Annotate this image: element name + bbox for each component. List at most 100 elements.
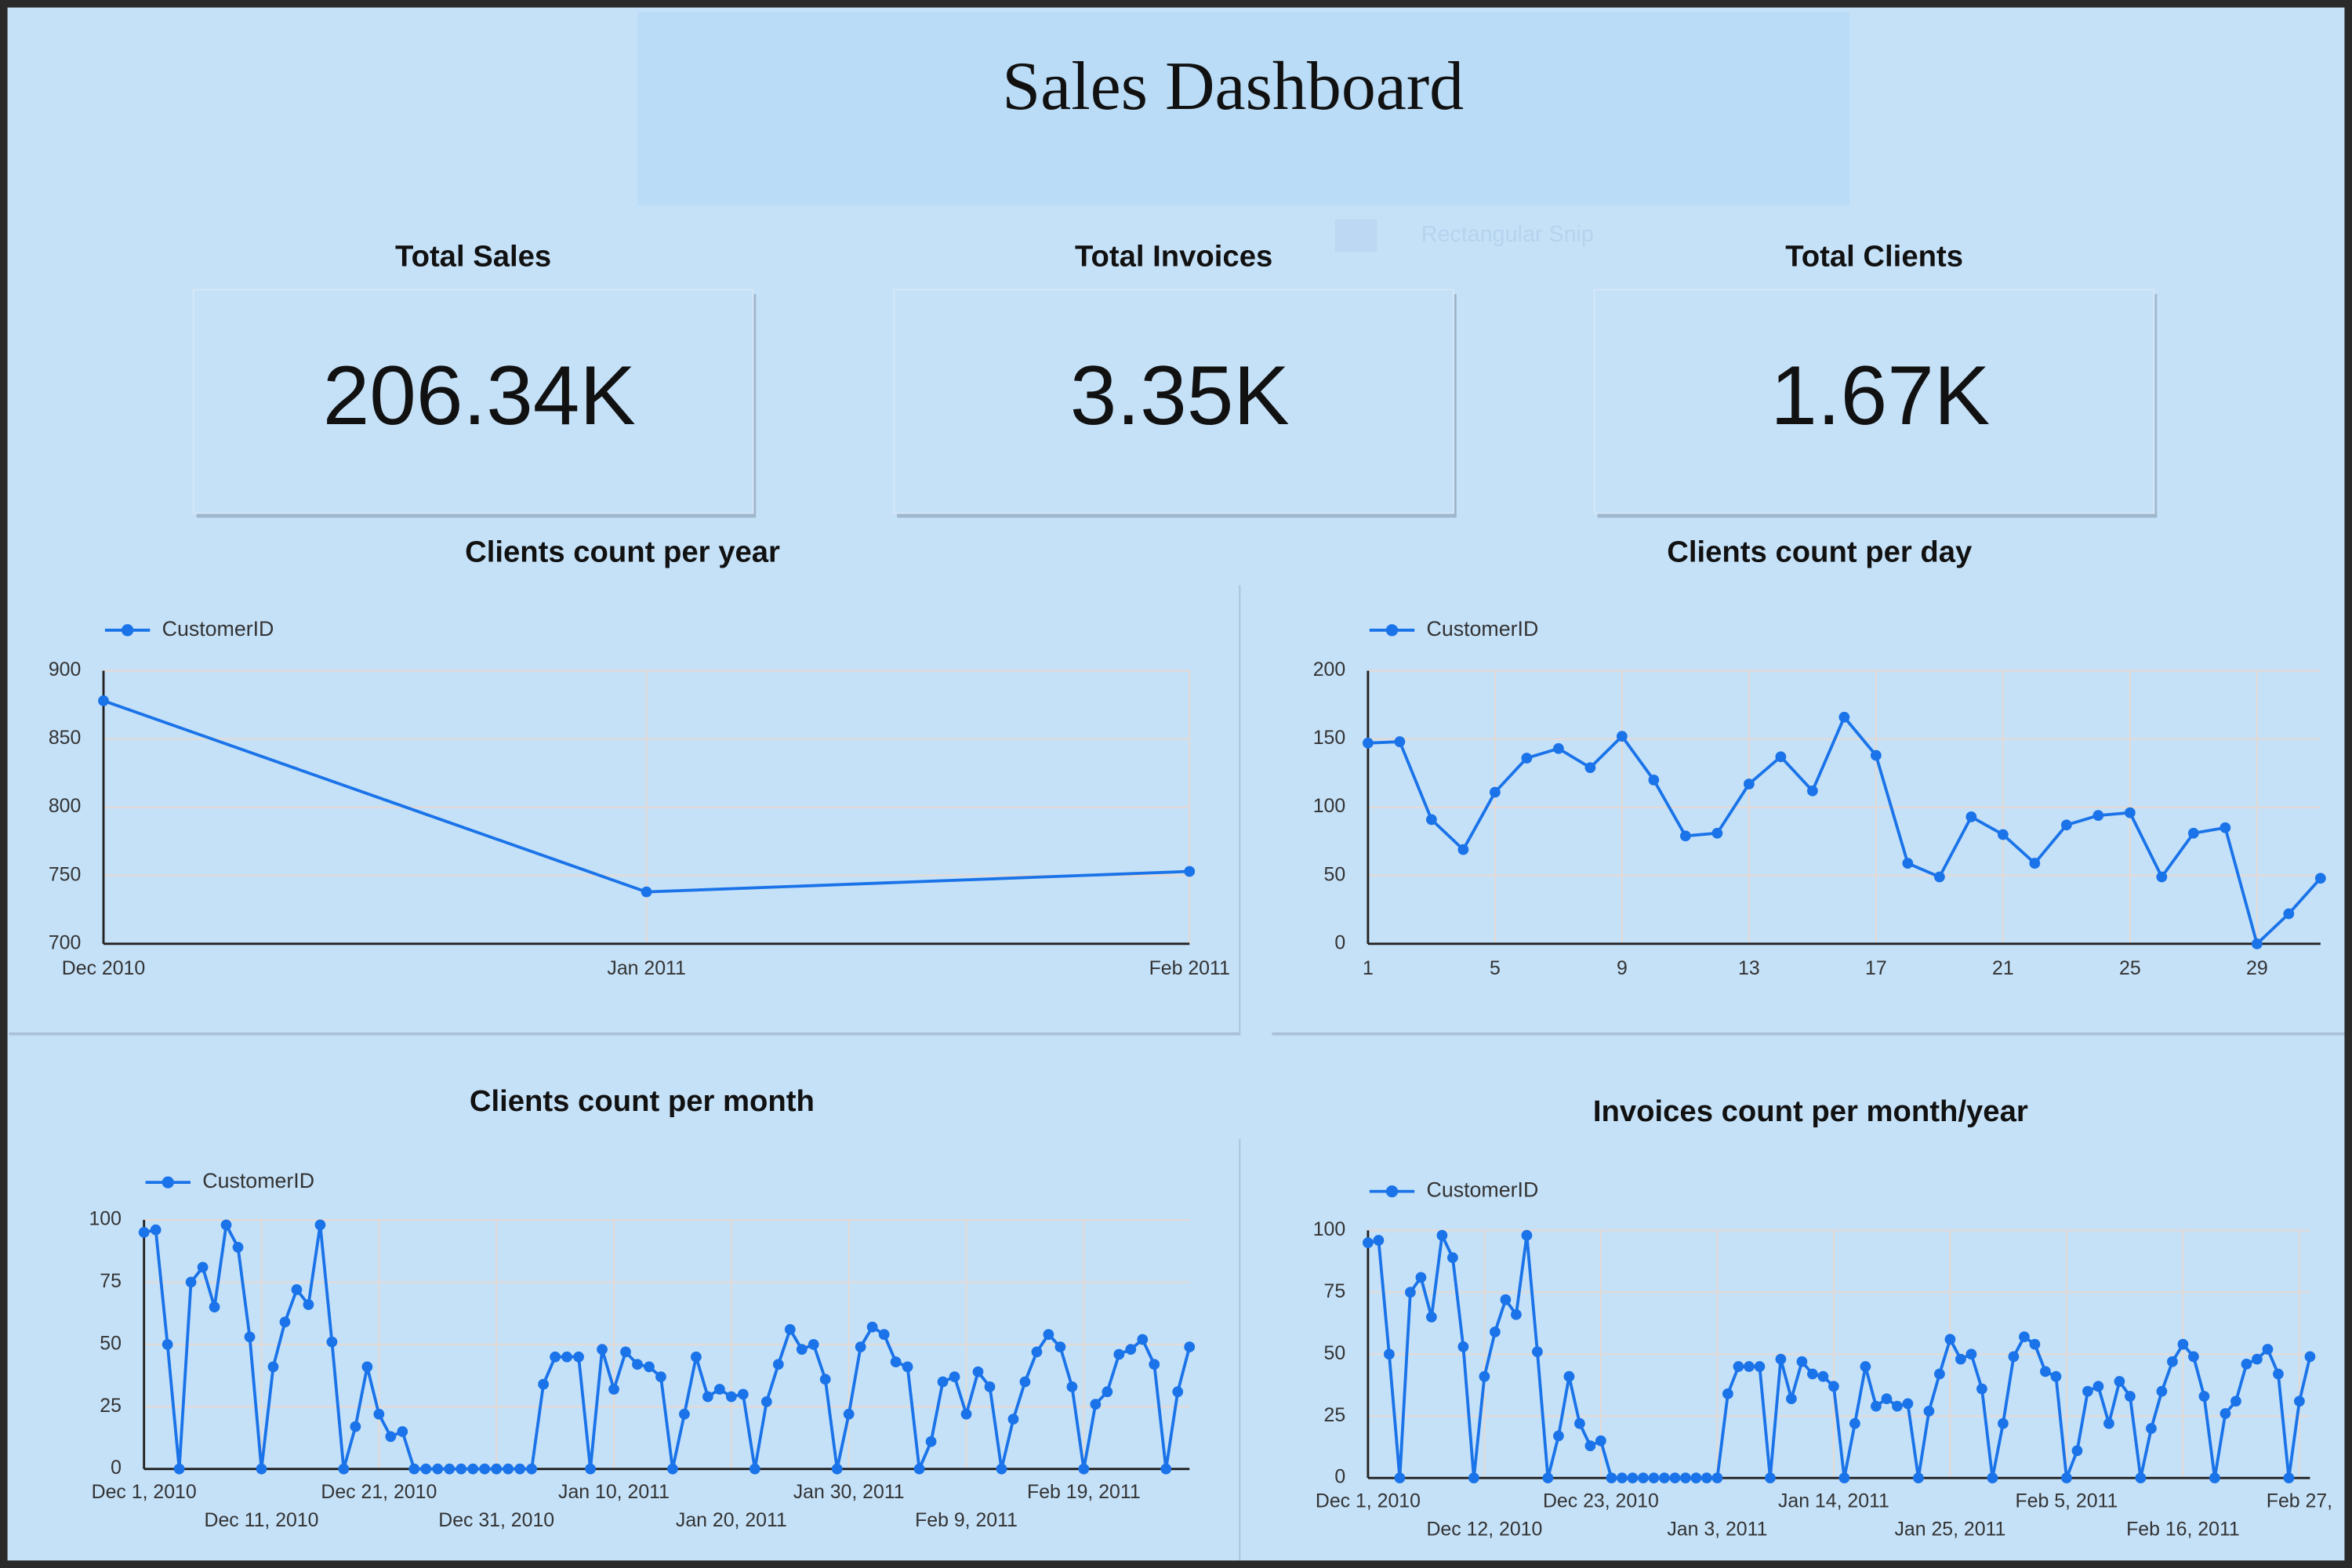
- data-point: [1679, 830, 1691, 842]
- x-tick-label: 25: [2119, 957, 2141, 979]
- chart: Clients count per month 0 25 50 75 100 Dec 1, …: [45, 1084, 1241, 1568]
- kpi-label: Total Invoices: [1075, 239, 1272, 273]
- data-point: [1405, 1287, 1416, 1298]
- data-point: [1806, 785, 1818, 797]
- data-point: [1976, 1383, 1987, 1395]
- data-point: [1796, 1356, 1808, 1367]
- data-point: [1711, 827, 1723, 839]
- x-tick-label: Feb 2011: [1149, 957, 1230, 979]
- data-point: [984, 1381, 996, 1392]
- y-tick-label: 25: [100, 1395, 122, 1417]
- series-line: [1367, 1233, 2312, 1480]
- x-tick-label: Dec 21, 2010: [321, 1481, 437, 1503]
- x-tick-label: 5: [1490, 957, 1501, 979]
- data-point: [1090, 1399, 1102, 1410]
- data-point: [1860, 1361, 1871, 1372]
- data-point: [1711, 1472, 1723, 1484]
- data-point: [2071, 1445, 2083, 1457]
- data-point: [2314, 873, 2326, 884]
- data-point: [303, 1299, 314, 1310]
- data-point: [772, 1359, 784, 1370]
- data-point: [1521, 1229, 1533, 1241]
- data-point: [960, 1408, 972, 1420]
- data-point: [2188, 1351, 2199, 1363]
- x-tick-label: Jan 2011: [607, 957, 685, 979]
- legend-dot: [162, 1176, 174, 1189]
- y-tick-label: 750: [49, 863, 81, 885]
- data-point: [1627, 1472, 1639, 1484]
- data-point: [585, 1463, 596, 1475]
- data-point: [2156, 871, 2168, 883]
- data-point: [1384, 1348, 1395, 1360]
- data-point: [2294, 1396, 2305, 1407]
- data-point: [890, 1356, 902, 1367]
- kpi-value: 1.67K: [1770, 348, 1990, 442]
- data-point: [1786, 1393, 1797, 1405]
- data-point: [2060, 819, 2072, 831]
- data-point: [819, 1374, 831, 1385]
- data-point: [1363, 737, 1374, 749]
- y-tick-label: 50: [100, 1332, 122, 1354]
- data-point: [1102, 1386, 1113, 1398]
- data-point: [1500, 1294, 1512, 1305]
- data-point: [573, 1351, 584, 1363]
- x-tick-label: Dec 23, 2010: [1543, 1490, 1659, 1512]
- data-point: [1648, 1472, 1660, 1484]
- data-point: [1870, 750, 1882, 761]
- data-point: [1125, 1344, 1137, 1356]
- y-tick-label: 0: [1334, 1466, 1345, 1488]
- x-tick-label: 21: [1992, 957, 2014, 979]
- data-point: [232, 1242, 244, 1253]
- data-point: [2262, 1344, 2274, 1355]
- data-point: [937, 1376, 949, 1388]
- data-point: [550, 1351, 561, 1363]
- legend-label: CustomerID: [1427, 1178, 1539, 1202]
- legend-label: CustomerID: [202, 1169, 314, 1192]
- data-point: [1754, 1361, 1766, 1372]
- data-point: [244, 1331, 256, 1343]
- data-point: [902, 1361, 913, 1373]
- data-point: [855, 1341, 866, 1352]
- data-point: [2241, 1359, 2252, 1370]
- x-tick-label: 13: [1738, 957, 1760, 979]
- data-point: [679, 1408, 690, 1420]
- data-point: [197, 1261, 209, 1273]
- data-point: [1733, 1361, 1744, 1372]
- kpi-value: 3.35K: [1070, 348, 1290, 442]
- legend-label: CustomerID: [162, 617, 274, 641]
- y-tick-label: 700: [49, 931, 81, 953]
- x-tick-label: Dec 1, 2010: [1316, 1490, 1421, 1512]
- kpi-value: 206.34K: [323, 348, 636, 442]
- data-point: [2019, 1331, 2030, 1343]
- data-point: [2135, 1472, 2147, 1484]
- data-point: [632, 1359, 643, 1370]
- y-tick-label: 0: [1334, 931, 1345, 953]
- data-point: [1184, 1341, 1196, 1352]
- x-tick-label: Dec 2010: [62, 957, 145, 979]
- chart: Invoices count per month/year 0 25 50 75 100 D…: [1270, 1094, 2352, 1568]
- data-point: [2273, 1368, 2284, 1380]
- x-tick-label: 9: [1617, 957, 1628, 979]
- data-point: [1923, 1406, 1935, 1417]
- data-point: [479, 1463, 491, 1475]
- data-point: [1584, 762, 1596, 774]
- data-point: [1690, 1472, 1702, 1484]
- x-tick-label: Feb 16, 2011: [2126, 1519, 2240, 1541]
- x-tick-label: Jan 20, 2011: [676, 1509, 787, 1531]
- data-point: [2252, 1353, 2263, 1365]
- data-point: [185, 1276, 197, 1288]
- data-point: [326, 1336, 338, 1348]
- data-point: [1838, 1472, 1850, 1484]
- data-point: [2220, 1408, 2231, 1419]
- data-point: [538, 1378, 550, 1390]
- data-point: [737, 1388, 749, 1400]
- data-point: [173, 1463, 185, 1475]
- data-point: [2092, 810, 2104, 822]
- x-tick-label: Dec 11, 2010: [204, 1509, 318, 1531]
- y-tick-label: 800: [49, 795, 81, 817]
- data-point: [2050, 1370, 2062, 1382]
- data-point: [2198, 1391, 2210, 1402]
- data-point: [2061, 1472, 2072, 1484]
